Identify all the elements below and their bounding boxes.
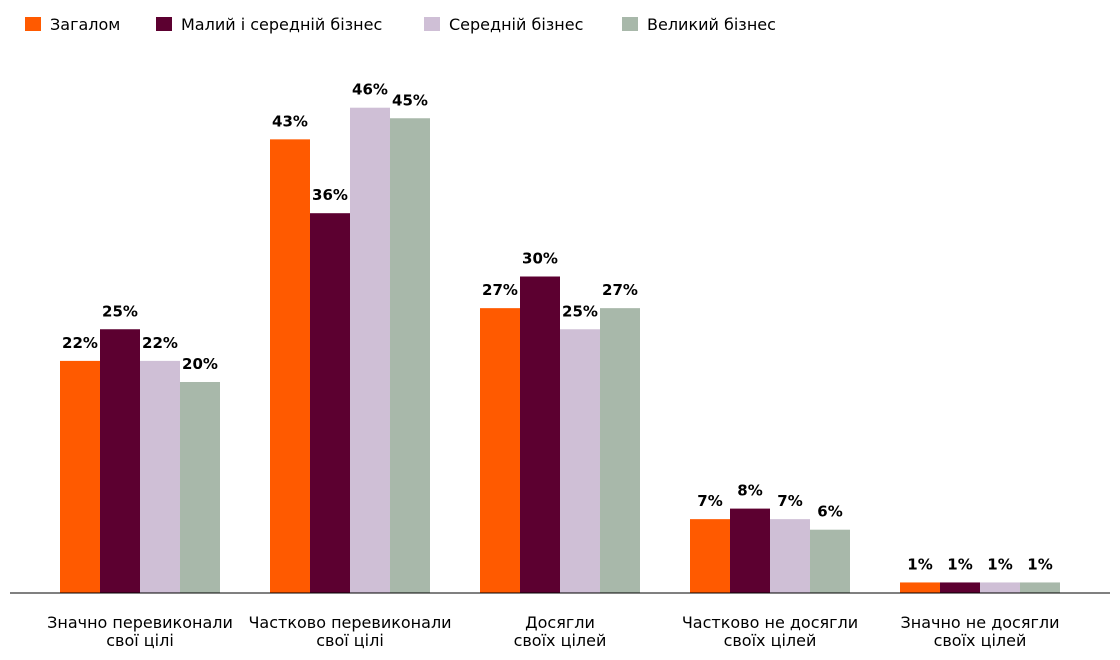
bar [900,582,940,593]
data-label: 46% [352,81,388,99]
data-label: 43% [272,112,308,130]
bar [270,139,310,593]
data-label: 20% [182,355,218,373]
category-tick-label: Значно перевиконали свої цілі [47,613,233,650]
legend-swatch [622,17,638,31]
bar [480,308,520,593]
bar [980,582,1020,593]
bar [310,213,350,593]
category-labels-group: Значно перевиконали свої цілі Частково пер… [47,613,1059,650]
bar [1020,582,1060,593]
chart-legend: Загалом Малий і середній бізнес Середній б… [25,15,776,34]
bar [60,360,100,593]
category-tick-label: Частково перевиконали свої цілі [248,613,451,650]
bar [100,329,140,593]
legend-label: Загалом [50,15,120,34]
legend-swatch [25,17,41,31]
bar [690,519,730,593]
data-label: 25% [562,302,598,320]
legend-label: Середній бізнес [449,15,583,34]
bar [810,529,850,593]
data-label: 1% [947,555,972,573]
bar [600,308,640,593]
data-label: 45% [392,91,428,109]
data-label: 1% [1027,555,1052,573]
bar [730,508,770,593]
data-label: 1% [987,555,1012,573]
data-label: 7% [697,492,722,510]
category-tick-label: Досягли своїх цілей [514,613,607,650]
data-label: 25% [102,302,138,320]
data-label: 1% [907,555,932,573]
bar [770,519,810,593]
bar [520,276,560,593]
value-labels-group: 22%25%22%20%43%36%46%45%27%30%25%27%7%8%… [62,81,1053,574]
legend-label: Малий і середній бізнес [181,15,382,34]
bar [560,329,600,593]
data-label: 27% [602,281,638,299]
data-label: 6% [817,503,842,521]
bar [390,118,430,593]
data-label: 8% [737,482,762,500]
legend-label: Великий бізнес [647,15,776,34]
category-tick-label: Частково не досягли своїх цілей [682,613,858,650]
data-label: 36% [312,186,348,204]
bar [350,107,390,593]
category-tick-label: Значно не досягли своїх цілей [900,613,1059,650]
data-label: 22% [62,334,98,352]
data-label: 22% [142,334,178,352]
data-label: 7% [777,492,802,510]
bars-group [60,107,1060,593]
bar [180,382,220,593]
data-label: 27% [482,281,518,299]
bar [940,582,980,593]
data-label: 30% [522,250,558,268]
bar [140,360,180,593]
legend-swatch [424,17,440,31]
legend-swatch [156,17,172,31]
